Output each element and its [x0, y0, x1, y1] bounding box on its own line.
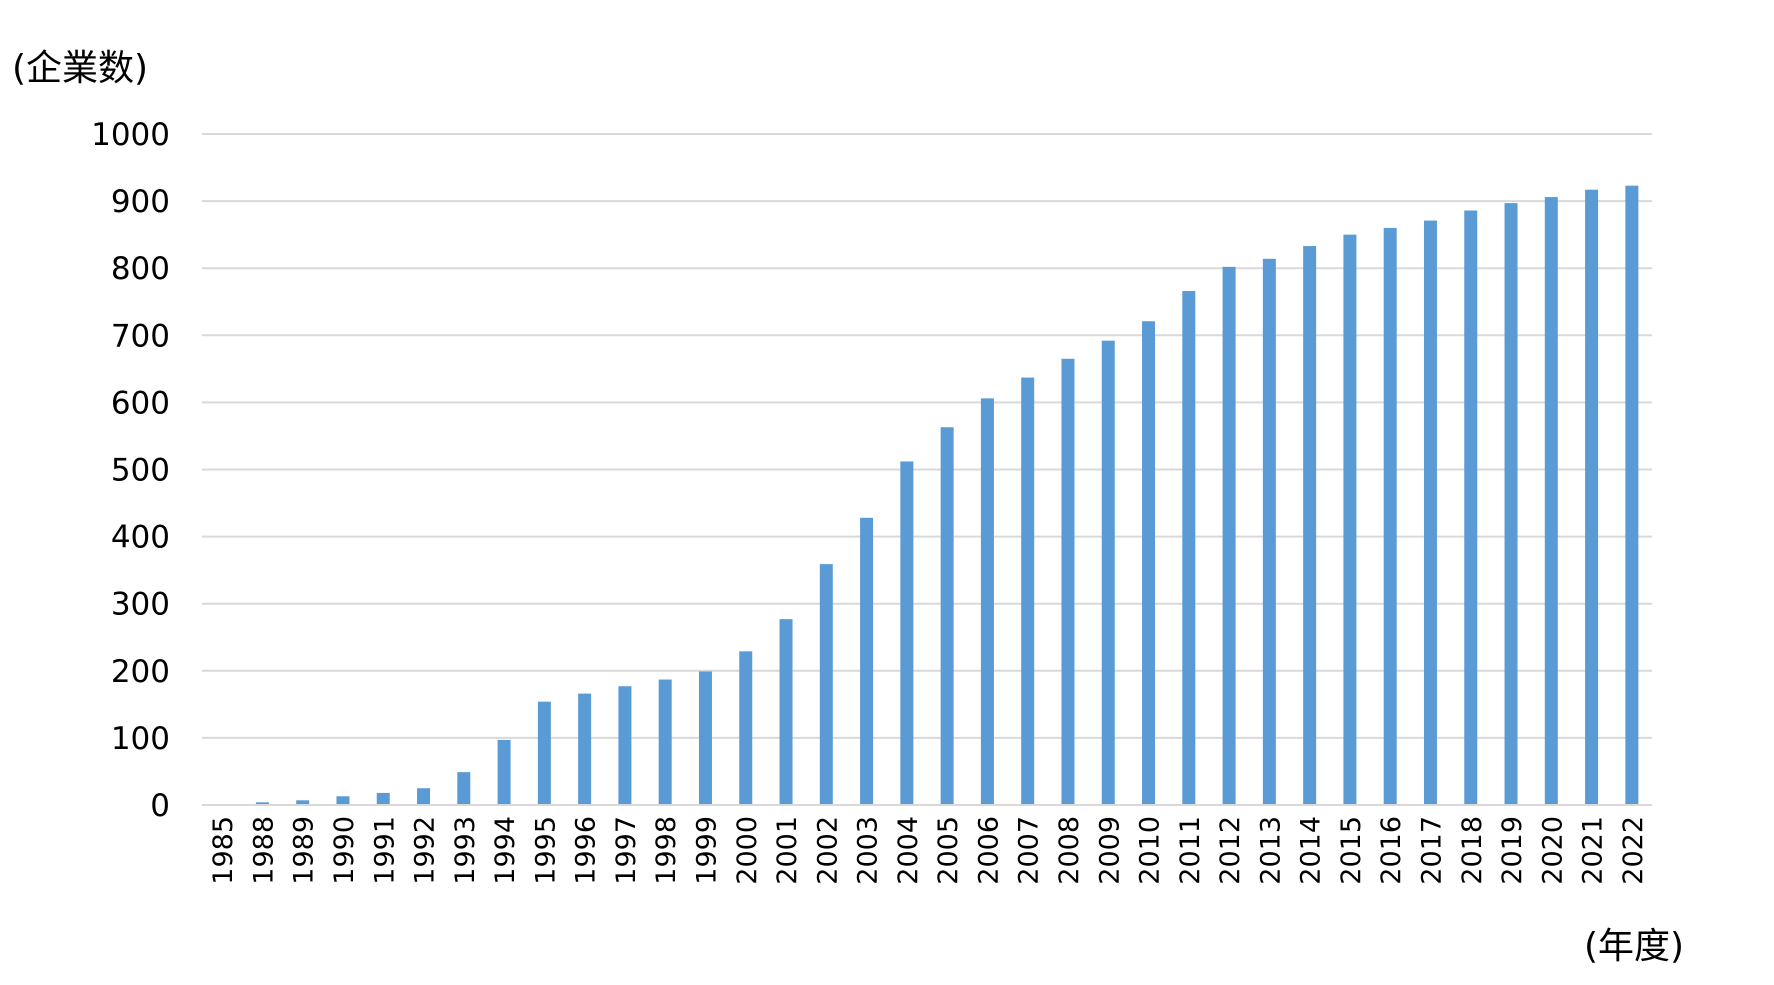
bar-1990 — [336, 796, 350, 805]
y-tick-label: 700 — [111, 318, 170, 354]
x-tick-label: 2005 — [933, 816, 964, 885]
y-tick-label: 1000 — [91, 117, 170, 153]
bar-1994 — [497, 739, 511, 805]
x-tick-label: 1999 — [691, 816, 722, 885]
bar-2014 — [1303, 246, 1317, 805]
bar-2004 — [900, 461, 914, 805]
x-tick-label: 2001 — [772, 816, 803, 885]
y-tick-label: 100 — [111, 721, 170, 757]
x-tick-label: 2008 — [1054, 816, 1085, 885]
x-tick-label: 1989 — [289, 816, 320, 885]
x-tick-label: 2011 — [1175, 816, 1206, 885]
bar-2003 — [860, 517, 874, 805]
bar-2013 — [1262, 258, 1276, 805]
bar-2018 — [1464, 210, 1478, 805]
y-tick-label: 300 — [111, 587, 170, 623]
bar-1999 — [698, 671, 712, 805]
bars — [215, 185, 1639, 806]
x-tick-label: 1993 — [450, 816, 481, 885]
bar-2011 — [1182, 291, 1196, 805]
x-tick-label: 1992 — [410, 816, 441, 885]
bar-1997 — [618, 686, 632, 805]
x-tick-label: 2019 — [1497, 816, 1528, 885]
bar-1992 — [417, 788, 431, 805]
bar-2008 — [1061, 358, 1075, 805]
x-tick-label: 2014 — [1296, 816, 1327, 885]
x-tick-label: 2009 — [1094, 816, 1125, 885]
x-tick-label: 2022 — [1618, 816, 1649, 885]
x-tick-label: 1996 — [571, 816, 602, 885]
x-tick-label: 2017 — [1416, 816, 1447, 885]
x-tick-label: 2015 — [1336, 816, 1367, 885]
x-tick-label: 1991 — [369, 816, 400, 885]
gridlines — [202, 133, 1652, 739]
x-tick-label: 2020 — [1537, 816, 1568, 885]
bar-2015 — [1343, 234, 1357, 805]
x-tick-label: 2003 — [853, 816, 884, 885]
y-tick-label: 900 — [111, 184, 170, 220]
bar-2017 — [1423, 220, 1437, 805]
x-tick-label: 2010 — [1135, 816, 1166, 885]
bar-1993 — [457, 772, 471, 805]
x-tick-label: 2004 — [893, 816, 924, 885]
y-tick-label: 0 — [150, 788, 170, 824]
bar-2001 — [779, 619, 793, 805]
bar-2016 — [1383, 227, 1397, 805]
x-tick-label: 2007 — [1014, 816, 1045, 885]
y-axis-ticks: 0 100 200 300 400 500 600 700 800 900 1000 — [91, 117, 170, 824]
x-tick-label: 2021 — [1578, 816, 1609, 885]
bar-2020 — [1544, 197, 1558, 806]
bar-1988 — [255, 802, 269, 805]
bar-1996 — [578, 693, 592, 805]
bar-2009 — [1101, 340, 1115, 805]
x-tick-label: 2002 — [812, 816, 843, 885]
x-tick-label: 1988 — [248, 816, 279, 885]
y-tick-label: 600 — [111, 385, 170, 421]
y-tick-label: 500 — [111, 453, 170, 489]
bar-2007 — [1021, 377, 1035, 805]
x-tick-label: 2016 — [1376, 816, 1407, 885]
bar-1989 — [296, 800, 310, 805]
bar-2012 — [1222, 266, 1236, 805]
x-tick-label: 2012 — [1215, 816, 1246, 885]
bar-1995 — [537, 701, 551, 805]
bar-2021 — [1585, 189, 1599, 805]
x-tick-label: 1994 — [490, 816, 521, 885]
bar-1991 — [376, 792, 390, 805]
x-tick-label: 1995 — [530, 816, 561, 885]
bar-2019 — [1504, 203, 1518, 805]
x-tick-label: 2013 — [1255, 816, 1286, 885]
x-tick-label: 1985 — [208, 816, 239, 885]
bar-2005 — [940, 427, 954, 805]
x-tick-label: 1998 — [651, 816, 682, 885]
y-tick-label: 400 — [111, 520, 170, 556]
y-tick-label: 200 — [111, 654, 170, 690]
x-tick-label: 2000 — [732, 816, 763, 885]
bar-2002 — [819, 564, 833, 805]
x-tick-label: 1990 — [329, 816, 360, 885]
bar-1998 — [658, 679, 672, 805]
x-tick-label: 2018 — [1457, 816, 1488, 885]
bar-2010 — [1142, 321, 1156, 805]
bar-2022 — [1625, 185, 1639, 806]
x-axis-ticks: 1985 1988 1989 1990 1991 1992 1993 1994 1995 1996… — [208, 816, 1649, 885]
y-tick-label: 800 — [111, 251, 170, 287]
x-tick-label: 2006 — [973, 816, 1004, 885]
x-axis-label: (年度) — [1584, 926, 1684, 967]
x-tick-label: 1997 — [611, 816, 642, 885]
y-axis-label: (企業数) — [12, 48, 148, 89]
bar-2006 — [980, 398, 994, 805]
bar-2000 — [739, 651, 753, 805]
